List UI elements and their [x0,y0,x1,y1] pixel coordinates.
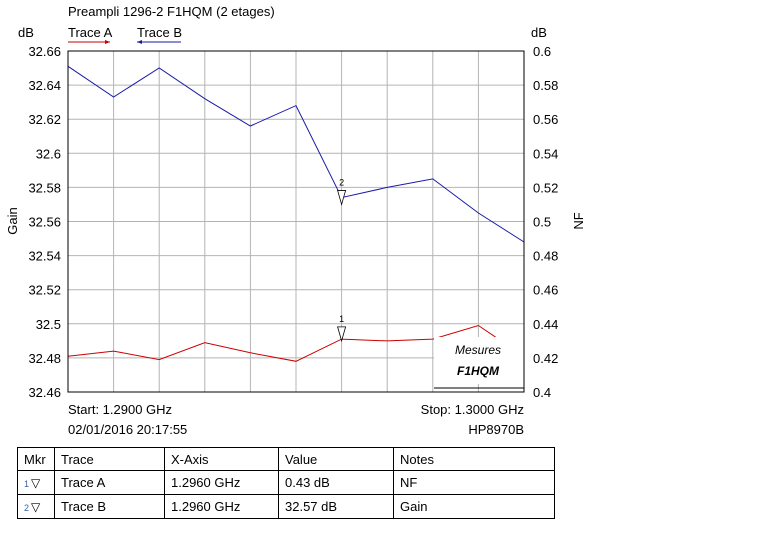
left-tick-label: 32.58 [28,180,61,195]
marker-table: Mkr Trace X-Axis Value Notes 1 ▽ Trace A … [17,447,555,519]
left-tick-label: 32.54 [28,249,61,264]
right-tick-label: 0.58 [533,78,558,93]
x-stop-label: Stop: 1.3000 GHz [421,402,524,417]
marker-number: 1 [24,479,30,489]
date-label: 02/01/2016 20:17:55 [68,422,187,437]
right-tick-label: 0.48 [533,249,558,264]
chart-title: Preampli 1296-2 F1HQM (2 etages) [68,4,275,19]
series [67,65,525,362]
value-cell: 32.57 dB [278,494,394,519]
right-axis-unit: dB [531,25,547,40]
chart: Preampli 1296-2 F1HQM (2 etages) Trace A… [5,4,586,437]
right-axis-ticks: 0.6 0.58 0.56 0.54 0.52 0.5 0.48 0.46 0.44 0.42 0.… [533,44,558,400]
right-axis-label: NF [571,212,586,229]
legend-trace-b: Trace B [137,25,182,40]
col-x-axis: X-Axis [164,447,279,471]
x-start-label: Start: 1.2900 GHz [68,402,172,417]
col-trace: Trace [54,447,165,471]
table-header-row: Mkr Trace X-Axis Value Notes [17,447,555,471]
left-axis-label: Gain [5,207,20,234]
plot-frame [67,50,525,393]
left-tick-label: 32.52 [28,283,61,298]
annotation-box [434,337,524,384]
legend-trace-b-arrow [137,40,142,44]
series-line-trace-b [67,65,525,243]
left-axis-ticks: 32.66 32.64 32.62 32.6 32.58 32.56 32.54 32.52 3… [28,44,61,400]
right-tick-label: 0.42 [533,351,558,366]
left-tick-label: 32.56 [28,215,61,230]
grid [68,51,524,392]
right-tick-label: 0.44 [533,317,558,332]
col-mkr: Mkr [17,447,55,471]
marker-number: 2 [24,503,30,513]
trace-cell: Trace A [54,470,165,495]
trace-cell: Trace B [54,494,165,519]
right-tick-label: 0.56 [533,112,558,127]
right-tick-label: 0.52 [533,180,558,195]
notes-cell: NF [393,470,555,495]
left-tick-label: 32.48 [28,351,61,366]
left-tick-label: 32.46 [28,385,61,400]
series-line-trace-a [67,324,502,362]
legend-trace-a-arrow [105,40,110,44]
right-tick-label: 0.54 [533,146,558,161]
x-axis-cell: 1.2960 GHz [164,494,279,519]
right-tick-label: 0.5 [533,215,551,230]
annotation-line2: F1HQM [457,364,500,378]
annotation-line1: Mesures [455,343,501,357]
mkr-cell: 2 ▽ [17,494,55,519]
marker-2-icon [337,190,347,206]
col-notes: Notes [393,447,555,471]
marker-triangle-icon: ▽ [31,500,41,514]
markers: 12 [337,177,347,343]
x-axis-cell: 1.2960 GHz [164,470,279,495]
marker-1-label: 1 [339,314,344,324]
col-value: Value [278,447,394,471]
left-tick-label: 32.66 [28,44,61,59]
right-tick-label: 0.46 [533,283,558,298]
legend-trace-a: Trace A [68,25,113,40]
table-row[interactable]: 1 ▽ Trace A 1.2960 GHz 0.43 dB NF [17,470,555,495]
table-row[interactable]: 2 ▽ Trace B 1.2960 GHz 32.57 dB Gain [17,494,555,519]
marker-triangle-icon: ▽ [31,476,41,490]
mkr-cell: 1 ▽ [17,470,55,495]
left-axis-unit: dB [18,25,34,40]
right-tick-label: 0.4 [533,385,551,400]
left-tick-label: 32.6 [36,146,61,161]
right-tick-label: 0.6 [533,44,551,59]
notes-cell: Gain [393,494,555,519]
left-tick-label: 32.62 [28,112,61,127]
left-tick-label: 32.64 [28,78,61,93]
marker-2-label: 2 [339,177,344,187]
left-tick-label: 32.5 [36,317,61,332]
value-cell: 0.43 dB [278,470,394,495]
marker-1-icon [337,326,347,343]
instrument-label: HP8970B [468,422,524,437]
